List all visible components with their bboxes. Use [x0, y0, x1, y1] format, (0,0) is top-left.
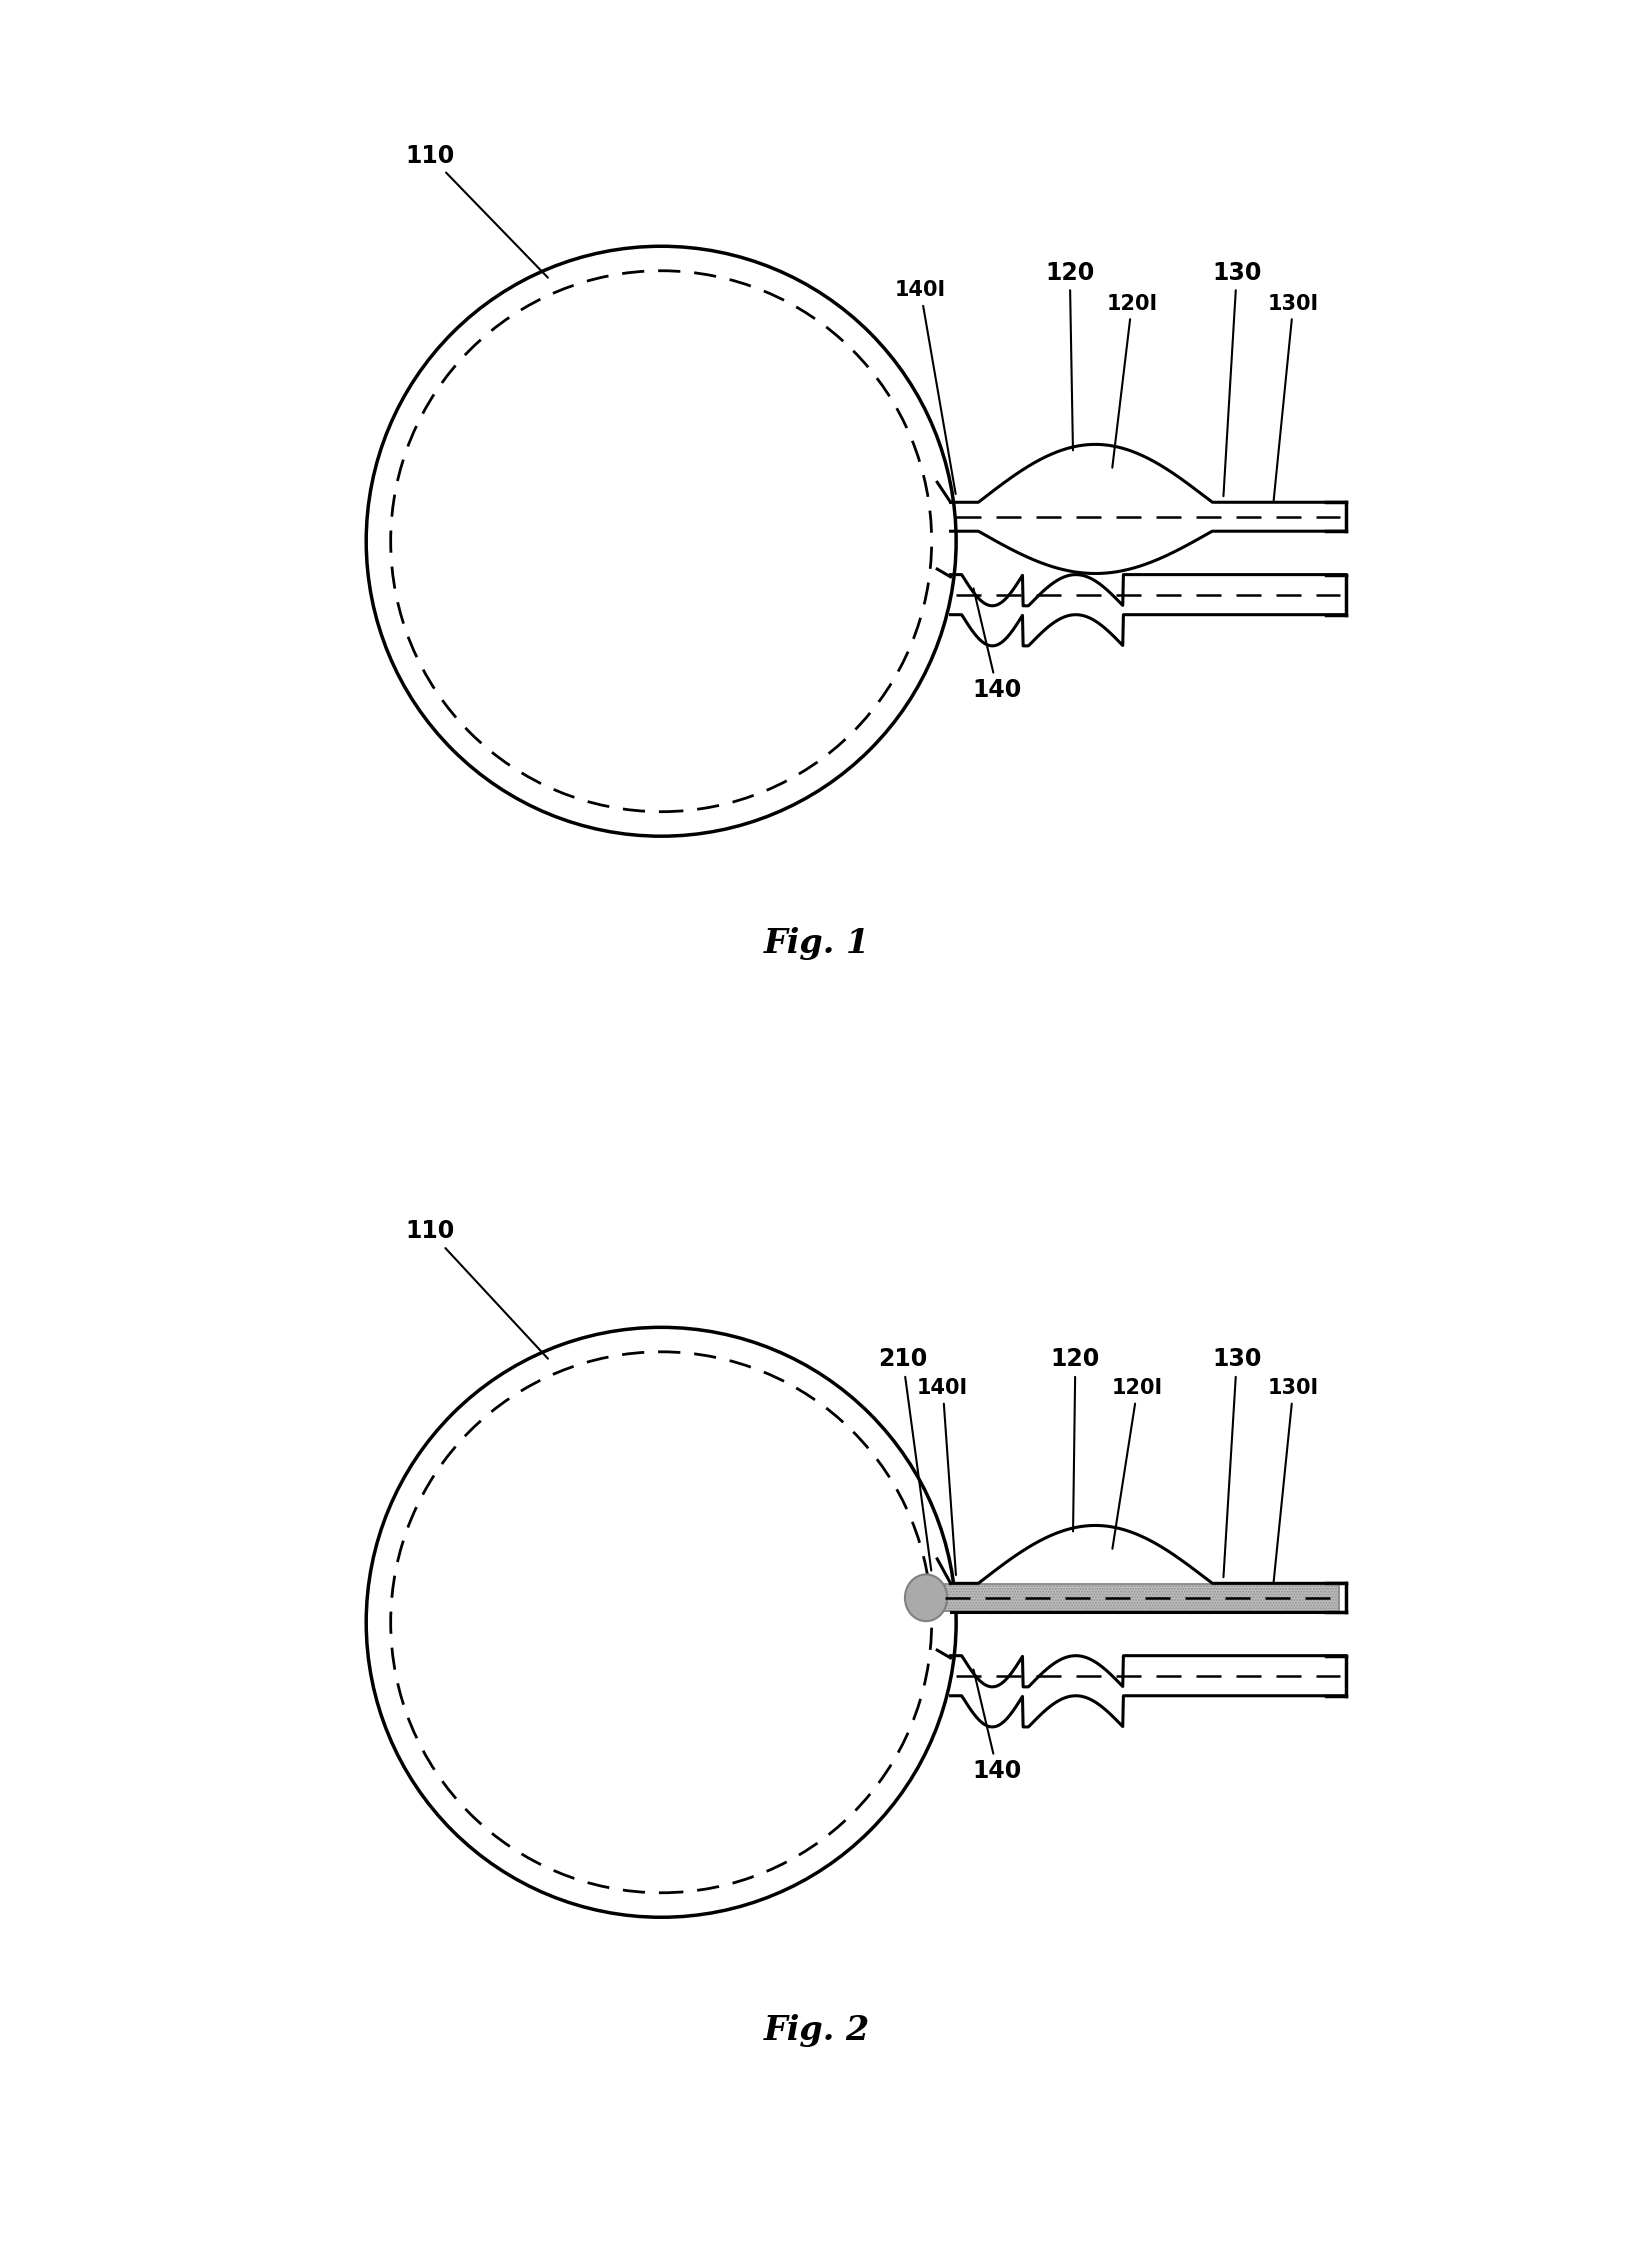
- Text: 120I: 120I: [1113, 1377, 1163, 1548]
- Text: 110: 110: [405, 1220, 547, 1359]
- Text: 120: 120: [1051, 1348, 1100, 1532]
- Text: 140: 140: [972, 589, 1023, 701]
- Text: 140I: 140I: [917, 1377, 969, 1575]
- Text: 210: 210: [877, 1348, 931, 1571]
- Text: 140: 140: [972, 1670, 1023, 1784]
- Text: 110: 110: [405, 144, 547, 279]
- Polygon shape: [941, 1584, 1338, 1611]
- Text: 130I: 130I: [1268, 294, 1319, 501]
- Text: 130: 130: [1212, 261, 1261, 497]
- Text: 120: 120: [1046, 261, 1095, 449]
- Text: Fig. 1: Fig. 1: [763, 928, 871, 959]
- Text: 120I: 120I: [1106, 294, 1157, 467]
- Text: 130I: 130I: [1268, 1377, 1319, 1582]
- Text: 130: 130: [1212, 1348, 1261, 1577]
- Ellipse shape: [905, 1575, 948, 1620]
- Text: 140I: 140I: [895, 281, 956, 494]
- Text: Fig. 2: Fig. 2: [763, 2013, 871, 2047]
